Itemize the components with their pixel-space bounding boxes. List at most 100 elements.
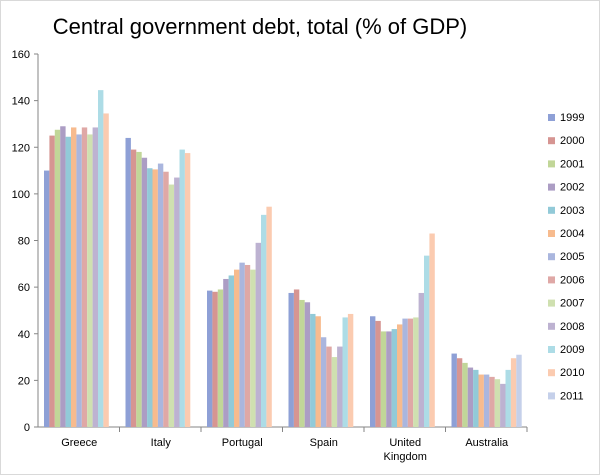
legend-label: 2003 xyxy=(560,205,584,217)
x-tick-label: Greece xyxy=(61,437,97,449)
legend-label: 2004 xyxy=(560,228,584,240)
x-tick-label: Kingdom xyxy=(384,451,427,463)
bar xyxy=(342,317,348,427)
bar xyxy=(250,269,256,427)
legend-swatch xyxy=(548,137,555,145)
bar xyxy=(184,153,191,427)
legend-label: 2001 xyxy=(560,158,584,170)
bar xyxy=(130,149,137,428)
legend-label: 2000 xyxy=(560,135,584,147)
bar xyxy=(174,177,180,427)
bar xyxy=(234,269,240,427)
bar xyxy=(397,324,403,427)
x-tick-label: Spain xyxy=(310,437,338,449)
legend-swatch xyxy=(548,206,555,214)
bar xyxy=(44,170,50,427)
bar xyxy=(141,157,148,427)
bar xyxy=(375,320,381,427)
x-tick-label: Australia xyxy=(465,437,509,449)
bar xyxy=(103,113,109,428)
bar xyxy=(207,290,213,427)
legend-swatch xyxy=(548,369,555,377)
bars xyxy=(44,90,522,428)
legend-swatch xyxy=(548,322,555,330)
bar xyxy=(157,163,164,427)
y-tick-label: 60 xyxy=(18,282,30,294)
bar xyxy=(402,318,408,427)
bar xyxy=(510,358,517,427)
legend-swatch xyxy=(548,160,555,168)
legend-swatch xyxy=(548,114,555,121)
bar xyxy=(331,357,338,427)
bar xyxy=(92,127,98,427)
bar xyxy=(136,151,142,427)
legend-swatch xyxy=(548,346,555,353)
bar xyxy=(293,289,300,427)
legend-label: 2006 xyxy=(560,274,584,286)
bar xyxy=(418,292,424,427)
legend-label: 2008 xyxy=(560,321,584,333)
bar xyxy=(168,184,175,427)
legend-label: 1999 xyxy=(560,112,584,124)
legend: 1999 2000 2001 2002 2003 2004 2005 2006 2007 2008… xyxy=(548,112,584,402)
x-tick-label: United xyxy=(389,437,421,449)
bar xyxy=(337,346,343,427)
legend-swatch xyxy=(548,276,555,284)
bar xyxy=(326,346,332,427)
bar xyxy=(310,313,316,427)
bar xyxy=(500,383,506,427)
bar xyxy=(494,379,501,427)
x-tick-label: Portugal xyxy=(222,437,263,449)
bar xyxy=(473,369,479,427)
bar xyxy=(483,374,490,427)
bar xyxy=(179,149,185,428)
bar xyxy=(304,302,311,427)
bar xyxy=(288,292,294,427)
chart-title: Central government debt, total (% of GDP… xyxy=(52,14,468,39)
legend-swatch xyxy=(548,392,555,400)
y-tick-label: 0 xyxy=(24,422,30,434)
bar xyxy=(347,313,354,427)
bar xyxy=(217,289,224,427)
bar xyxy=(407,318,414,427)
bar xyxy=(413,317,419,427)
bar xyxy=(212,291,218,427)
y-tick-label: 100 xyxy=(12,189,30,201)
bar xyxy=(462,362,468,427)
bar xyxy=(223,278,229,427)
bar xyxy=(429,233,435,427)
bar xyxy=(451,353,457,427)
legend-swatch xyxy=(548,253,555,261)
bar xyxy=(424,255,430,427)
bar xyxy=(386,331,392,427)
bar xyxy=(228,275,234,427)
x-tick-label: Italy xyxy=(151,437,172,449)
bar xyxy=(163,171,169,427)
bar xyxy=(380,331,387,427)
bar xyxy=(391,329,397,427)
bar xyxy=(98,90,104,428)
legend-label: 2007 xyxy=(560,298,584,310)
legend-swatch xyxy=(548,183,555,191)
axes: 0 20 40 60 80 100 120 140 160 Greece Italy Portugal… xyxy=(12,49,528,463)
bar xyxy=(152,169,158,427)
bar xyxy=(49,135,55,427)
bar xyxy=(299,299,305,427)
bar xyxy=(456,358,463,427)
bar xyxy=(261,214,267,427)
bar xyxy=(125,137,131,428)
bar xyxy=(516,354,522,427)
bar xyxy=(370,316,376,427)
bar xyxy=(489,376,495,427)
y-tick-label: 120 xyxy=(12,142,30,154)
bar xyxy=(60,126,66,428)
legend-swatch xyxy=(548,299,555,307)
bar xyxy=(266,206,272,427)
y-tick-label: 140 xyxy=(12,96,30,108)
legend-swatch xyxy=(548,230,555,237)
bar xyxy=(239,262,245,427)
legend-label: 2002 xyxy=(560,182,584,194)
legend-label: 2005 xyxy=(560,251,584,263)
bar xyxy=(505,369,511,427)
